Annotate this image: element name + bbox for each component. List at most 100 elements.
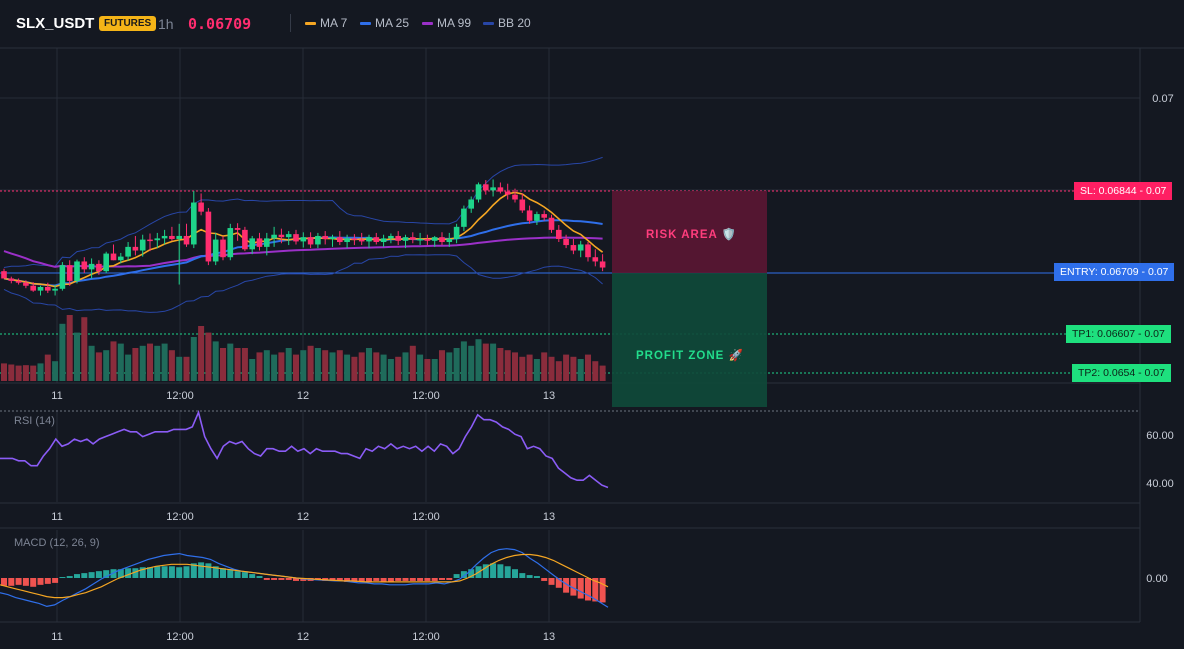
volume-bar (482, 343, 489, 381)
volume-bar (497, 348, 504, 381)
volume-bar (44, 354, 51, 381)
volume-bar (88, 345, 95, 381)
candle-body (59, 265, 66, 289)
candle-body (417, 238, 423, 241)
macd-histogram-bar (468, 569, 475, 578)
legend-ma99[interactable]: MA 99 (422, 16, 471, 30)
macd-histogram-bar (176, 567, 183, 578)
price-time-tick-label: 12 (297, 390, 309, 402)
macd-histogram-bar (125, 568, 132, 578)
macd-histogram-bar (453, 574, 460, 578)
macd-histogram-bar (234, 571, 241, 578)
volume-bar (460, 341, 467, 381)
macd-histogram-bar (161, 566, 168, 578)
volume-bar (329, 352, 336, 381)
candle-body (37, 286, 44, 291)
volume-bar (30, 365, 37, 381)
candle-body (212, 239, 219, 262)
volume-bar (271, 354, 278, 381)
volume-bar (387, 359, 394, 381)
macd-time-tick-label: 11 (51, 631, 62, 643)
macd-histogram-bar (293, 578, 299, 581)
legend-bb20[interactable]: BB 20 (483, 16, 531, 30)
candle-body (205, 211, 212, 262)
volume-bar (81, 317, 88, 381)
rsi-time-tick-label: 12 (297, 511, 309, 523)
volume-bar (453, 348, 460, 381)
legend-ma25[interactable]: MA 25 (360, 16, 409, 30)
macd-histogram-bar (358, 578, 365, 582)
macd-histogram-bar (241, 572, 248, 578)
candle-body (402, 237, 409, 241)
price-time-tick-label: 12:00 (166, 390, 194, 402)
candle-body (125, 246, 131, 257)
candle-body (191, 202, 197, 245)
macd-histogram-bar (497, 564, 504, 578)
macd-histogram-bar (212, 566, 219, 578)
legend-ma7[interactable]: MA 7 (305, 16, 347, 30)
macd-histogram-bar (74, 574, 80, 578)
candle-body (8, 278, 15, 281)
volume-bar (52, 361, 59, 381)
candle-body (15, 280, 22, 283)
candle-body (395, 235, 401, 241)
candle-body (446, 238, 453, 243)
volume-bar (402, 352, 409, 381)
price-time-tick-label: 13 (543, 390, 555, 402)
candle-body (461, 208, 467, 227)
candle-body (351, 238, 358, 240)
volume-bar (15, 365, 22, 381)
volume-bar (132, 348, 139, 381)
volume-bar (249, 359, 256, 381)
volume-bar (526, 354, 533, 381)
candle-body (475, 184, 482, 200)
macd-histogram-bar (351, 578, 358, 582)
candle-body (220, 239, 226, 258)
macd-histogram-bar (30, 578, 37, 587)
candle-body (96, 263, 102, 272)
candle-body (234, 228, 241, 230)
symbol-label[interactable]: SLX_USDT (16, 15, 95, 32)
candle-body (563, 238, 569, 246)
candle-body (285, 234, 292, 238)
macd-histogram-bar (44, 578, 51, 584)
volume-bar (220, 348, 226, 381)
candle-body (534, 214, 540, 221)
candle-body (227, 228, 234, 258)
candle-body (541, 214, 547, 218)
volume-bar (409, 345, 416, 381)
candle-body (52, 288, 58, 291)
volume-bar (183, 356, 190, 381)
macd-histogram-bar (285, 578, 292, 580)
macd-histogram-bar (183, 566, 190, 578)
chart-header: SLX_USDT FUTURES 1h 0.06709 MA 7 MA 25 M… (0, 0, 1184, 48)
candle-body (278, 234, 285, 238)
volume-bar (110, 341, 117, 381)
volume-bar (117, 343, 124, 381)
macd-signal-line (0, 553, 609, 599)
timeframe-label[interactable]: 1h (158, 16, 174, 32)
volume-bar (74, 332, 80, 381)
volume-bar (161, 343, 168, 381)
volume-bar (439, 350, 445, 381)
volume-bar (570, 356, 577, 381)
macd-histogram-bar (1, 578, 7, 586)
macd-histogram-bar (548, 578, 555, 585)
volume-bar (190, 337, 197, 381)
rsi-axis-tick-60: 60.00 (1146, 430, 1174, 442)
macd-axis-tick-zero: 0.00 (1146, 573, 1167, 585)
candle-body (161, 235, 168, 239)
volume-bar (519, 356, 526, 381)
candle-body (337, 237, 343, 243)
volume-bar (592, 361, 599, 381)
rsi-time-tick-label: 12:00 (412, 511, 440, 523)
macd-histogram-bar (103, 570, 110, 578)
candle-body (30, 285, 36, 291)
macd-histogram-bar (344, 578, 351, 582)
macd-histogram-bar (592, 578, 599, 602)
macd-time-tick-label: 12 (297, 631, 309, 643)
candle-body (490, 187, 496, 191)
macd-time-tick-label: 12:00 (412, 631, 440, 643)
volume-bar (468, 345, 475, 381)
